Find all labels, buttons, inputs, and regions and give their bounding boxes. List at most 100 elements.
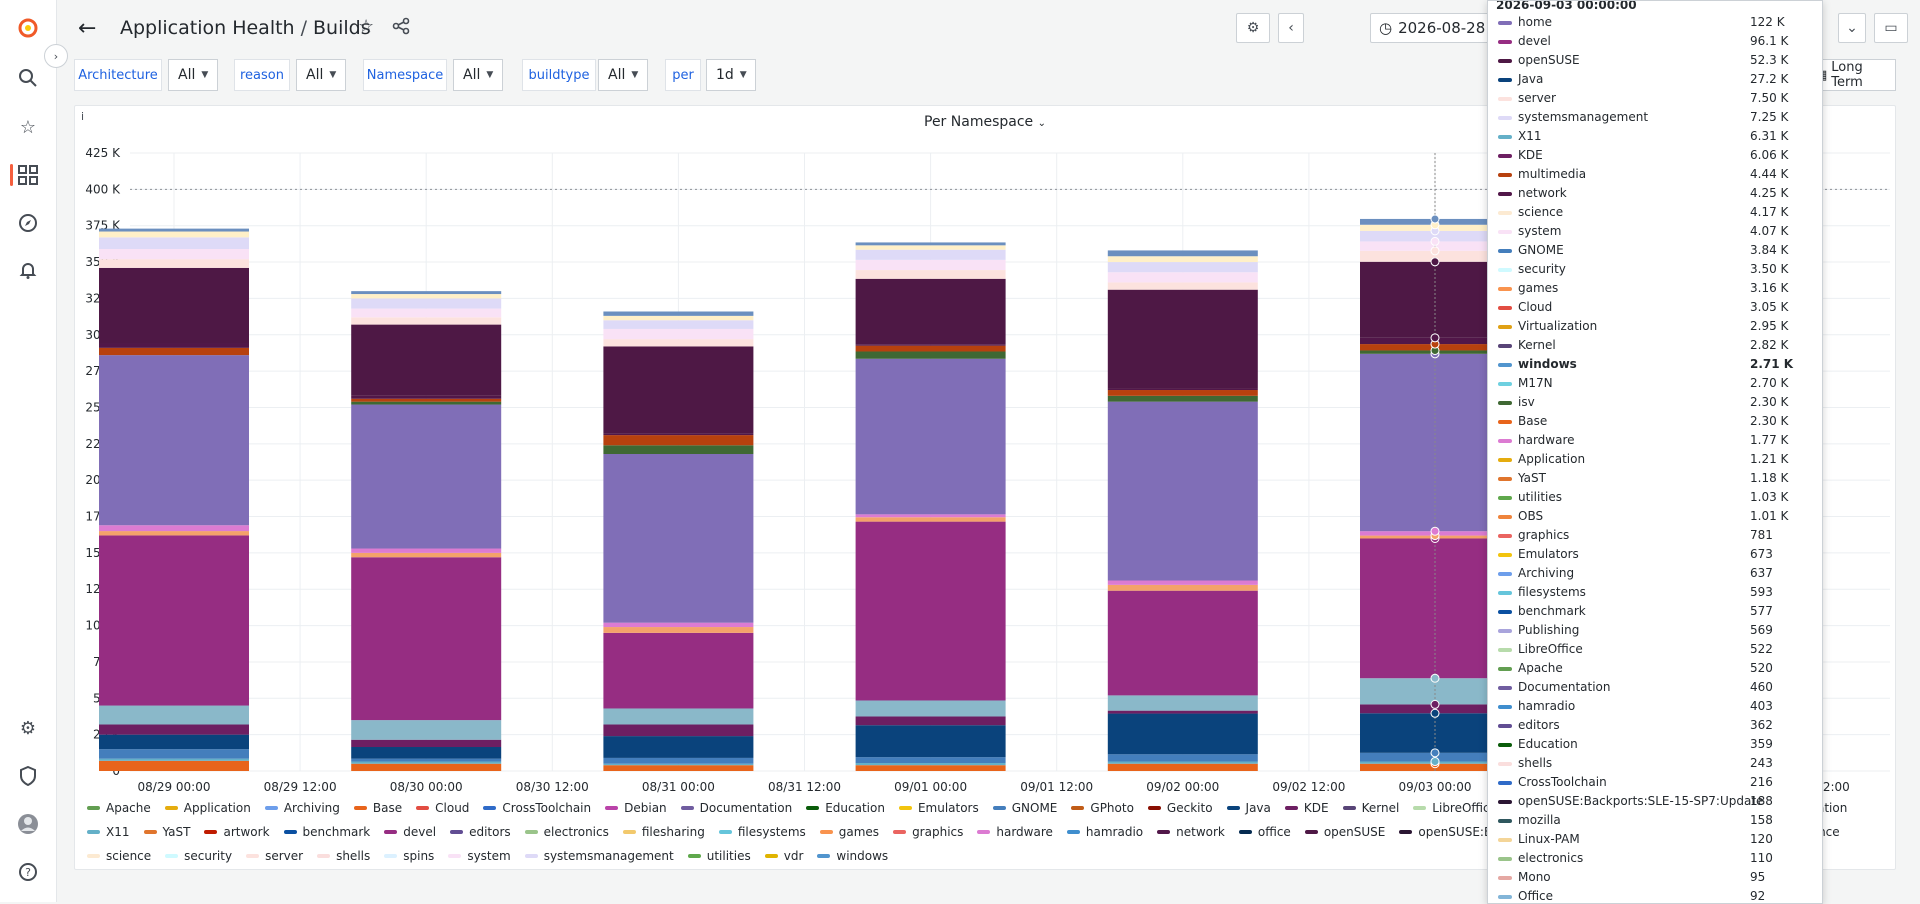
info-icon[interactable]: i bbox=[81, 110, 85, 123]
legend-item[interactable]: windows bbox=[817, 844, 888, 868]
page-title[interactable]: Builds bbox=[313, 17, 371, 39]
legend-item[interactable]: LibreOffice bbox=[1413, 796, 1497, 820]
legend-item[interactable]: shells bbox=[317, 844, 370, 868]
tooltip-swatch bbox=[1498, 876, 1512, 880]
tooltip-series-value: 188 bbox=[1750, 794, 1773, 808]
legend-item[interactable]: filesystems bbox=[718, 820, 806, 844]
legend-label: hamradio bbox=[1085, 825, 1144, 839]
dashboards-icon[interactable] bbox=[16, 163, 40, 187]
sidebar-toggle-chevron-right-icon[interactable]: › bbox=[44, 44, 68, 68]
legend-item[interactable]: security bbox=[165, 844, 232, 868]
legend-item[interactable]: graphics bbox=[893, 820, 963, 844]
legend-item[interactable]: devel bbox=[384, 820, 436, 844]
legend-item[interactable]: CrossToolchain bbox=[483, 796, 591, 820]
legend-item[interactable]: YaST bbox=[143, 820, 190, 844]
legend-item[interactable]: science bbox=[87, 844, 151, 868]
tooltip-series-value: 1.01 K bbox=[1750, 509, 1789, 523]
help-icon[interactable]: ? bbox=[16, 860, 40, 884]
legend-label: hardware bbox=[996, 825, 1053, 839]
legend-item[interactable]: utilities bbox=[687, 844, 751, 868]
var-select-architecture[interactable]: All ▼ bbox=[168, 59, 218, 91]
tooltip-series-value: 569 bbox=[1750, 623, 1773, 637]
tooltip-row: X11 6.31 K bbox=[1488, 127, 1822, 146]
grafana-logo-icon[interactable] bbox=[16, 16, 40, 40]
panel-title[interactable]: Per Namespace ⌄ bbox=[75, 114, 1895, 130]
explore-icon[interactable] bbox=[16, 211, 40, 235]
legend-item[interactable]: games bbox=[819, 820, 879, 844]
arrow-left-icon[interactable]: ← bbox=[78, 16, 97, 41]
legend-item[interactable]: hamradio bbox=[1066, 820, 1144, 844]
chevron-down-icon: ▼ bbox=[486, 70, 494, 80]
legend-item[interactable]: office bbox=[1238, 820, 1291, 844]
tooltip-row: Education 359 bbox=[1488, 735, 1822, 754]
legend-item[interactable]: openSUSE bbox=[1304, 820, 1385, 844]
legend-item[interactable]: Geckito bbox=[1147, 796, 1213, 820]
legend-item[interactable]: network bbox=[1157, 820, 1225, 844]
legend-item[interactable]: Documentation bbox=[680, 796, 792, 820]
tooltip-row: M17N 2.70 K bbox=[1488, 374, 1822, 393]
legend-item[interactable]: system bbox=[448, 844, 511, 868]
dashboard-settings-gear-icon[interactable]: ⚙ bbox=[1236, 13, 1270, 43]
legend-item[interactable]: Java bbox=[1226, 796, 1271, 820]
stacked-bar-chart[interactable]: 025 K50 K75 K100 K125 K150 K175 K200 K22… bbox=[75, 106, 1897, 796]
bar-segment bbox=[1107, 282, 1258, 290]
legend-item[interactable]: Application bbox=[164, 796, 251, 820]
tooltip-row: LibreOffice 522 bbox=[1488, 640, 1822, 659]
legend-item[interactable]: server bbox=[246, 844, 303, 868]
var-select-reason[interactable]: All ▼ bbox=[296, 59, 346, 91]
legend-item[interactable]: Emulators bbox=[898, 796, 979, 820]
bar-segment bbox=[1107, 584, 1258, 591]
alerting-bell-icon[interactable] bbox=[16, 258, 40, 282]
legend-item[interactable]: GPhoto bbox=[1071, 796, 1134, 820]
configuration-gear-icon[interactable]: ⚙ bbox=[19, 717, 37, 739]
legend-item[interactable]: Kernel bbox=[1342, 796, 1399, 820]
long-term-link[interactable]: ▦Long Term bbox=[1814, 59, 1896, 91]
legend-label: artwork bbox=[223, 825, 270, 839]
bar-segment bbox=[603, 757, 754, 764]
var-select-per[interactable]: 1d ▼ bbox=[706, 59, 756, 91]
panel-title-text: Per Namespace bbox=[924, 114, 1034, 130]
var-select-buildtype[interactable]: All ▼ bbox=[598, 59, 648, 91]
user-avatar[interactable] bbox=[16, 812, 40, 836]
bar-segment bbox=[855, 249, 1006, 260]
refresh-interval-chevron-down-icon[interactable]: ⌄ bbox=[1838, 13, 1866, 43]
legend-item[interactable]: artwork bbox=[204, 820, 270, 844]
tooltip-series-name: X11 bbox=[1518, 129, 1542, 143]
star-icon[interactable]: ☆ bbox=[19, 116, 37, 138]
var-select-namespace[interactable]: All ▼ bbox=[453, 59, 503, 91]
legend-item[interactable]: Education bbox=[806, 796, 885, 820]
tv-mode-monitor-icon[interactable]: ▭ bbox=[1874, 13, 1908, 43]
tooltip-series-value: 359 bbox=[1750, 737, 1773, 751]
server-admin-shield-icon[interactable] bbox=[16, 764, 40, 788]
tooltip-row: science 4.17 K bbox=[1488, 203, 1822, 222]
search-icon[interactable] bbox=[16, 66, 40, 90]
x-tick-label: 09/02 00:00 bbox=[1146, 780, 1219, 794]
legend-item[interactable]: electronics bbox=[524, 820, 609, 844]
legend-item[interactable]: editors bbox=[450, 820, 511, 844]
time-back-chevron-left-icon[interactable]: ‹ bbox=[1278, 13, 1304, 43]
legend-item[interactable]: filesharing bbox=[622, 820, 705, 844]
legend-item[interactable]: X11 bbox=[87, 820, 130, 844]
bar-segment bbox=[603, 433, 754, 436]
legend-label: Apache bbox=[106, 801, 151, 815]
legend-swatch bbox=[687, 853, 701, 858]
star-icon[interactable]: ☆ bbox=[358, 16, 375, 37]
tooltip-swatch bbox=[1498, 287, 1512, 291]
legend-item[interactable]: KDE bbox=[1284, 796, 1329, 820]
legend-item[interactable]: GNOME bbox=[992, 796, 1057, 820]
legend-item[interactable]: systemsmanagement bbox=[524, 844, 674, 868]
legend-item[interactable]: spins bbox=[384, 844, 434, 868]
breadcrumb-folder[interactable]: Application Health bbox=[120, 17, 295, 39]
legend-item[interactable]: Base bbox=[353, 796, 402, 820]
share-icon[interactable] bbox=[392, 17, 410, 40]
bar-segment bbox=[603, 627, 754, 633]
legend-label: shells bbox=[336, 849, 371, 863]
legend-item[interactable]: benchmark bbox=[283, 820, 370, 844]
legend-item[interactable]: Debian bbox=[605, 796, 667, 820]
legend-item[interactable]: Apache bbox=[87, 796, 151, 820]
legend-item[interactable]: hardware bbox=[977, 820, 1053, 844]
legend-item[interactable]: vdr bbox=[764, 844, 803, 868]
legend-item[interactable]: Cloud bbox=[416, 796, 469, 820]
legend-item[interactable]: Archiving bbox=[264, 796, 340, 820]
tooltip-series-value: 2.30 K bbox=[1750, 395, 1789, 409]
